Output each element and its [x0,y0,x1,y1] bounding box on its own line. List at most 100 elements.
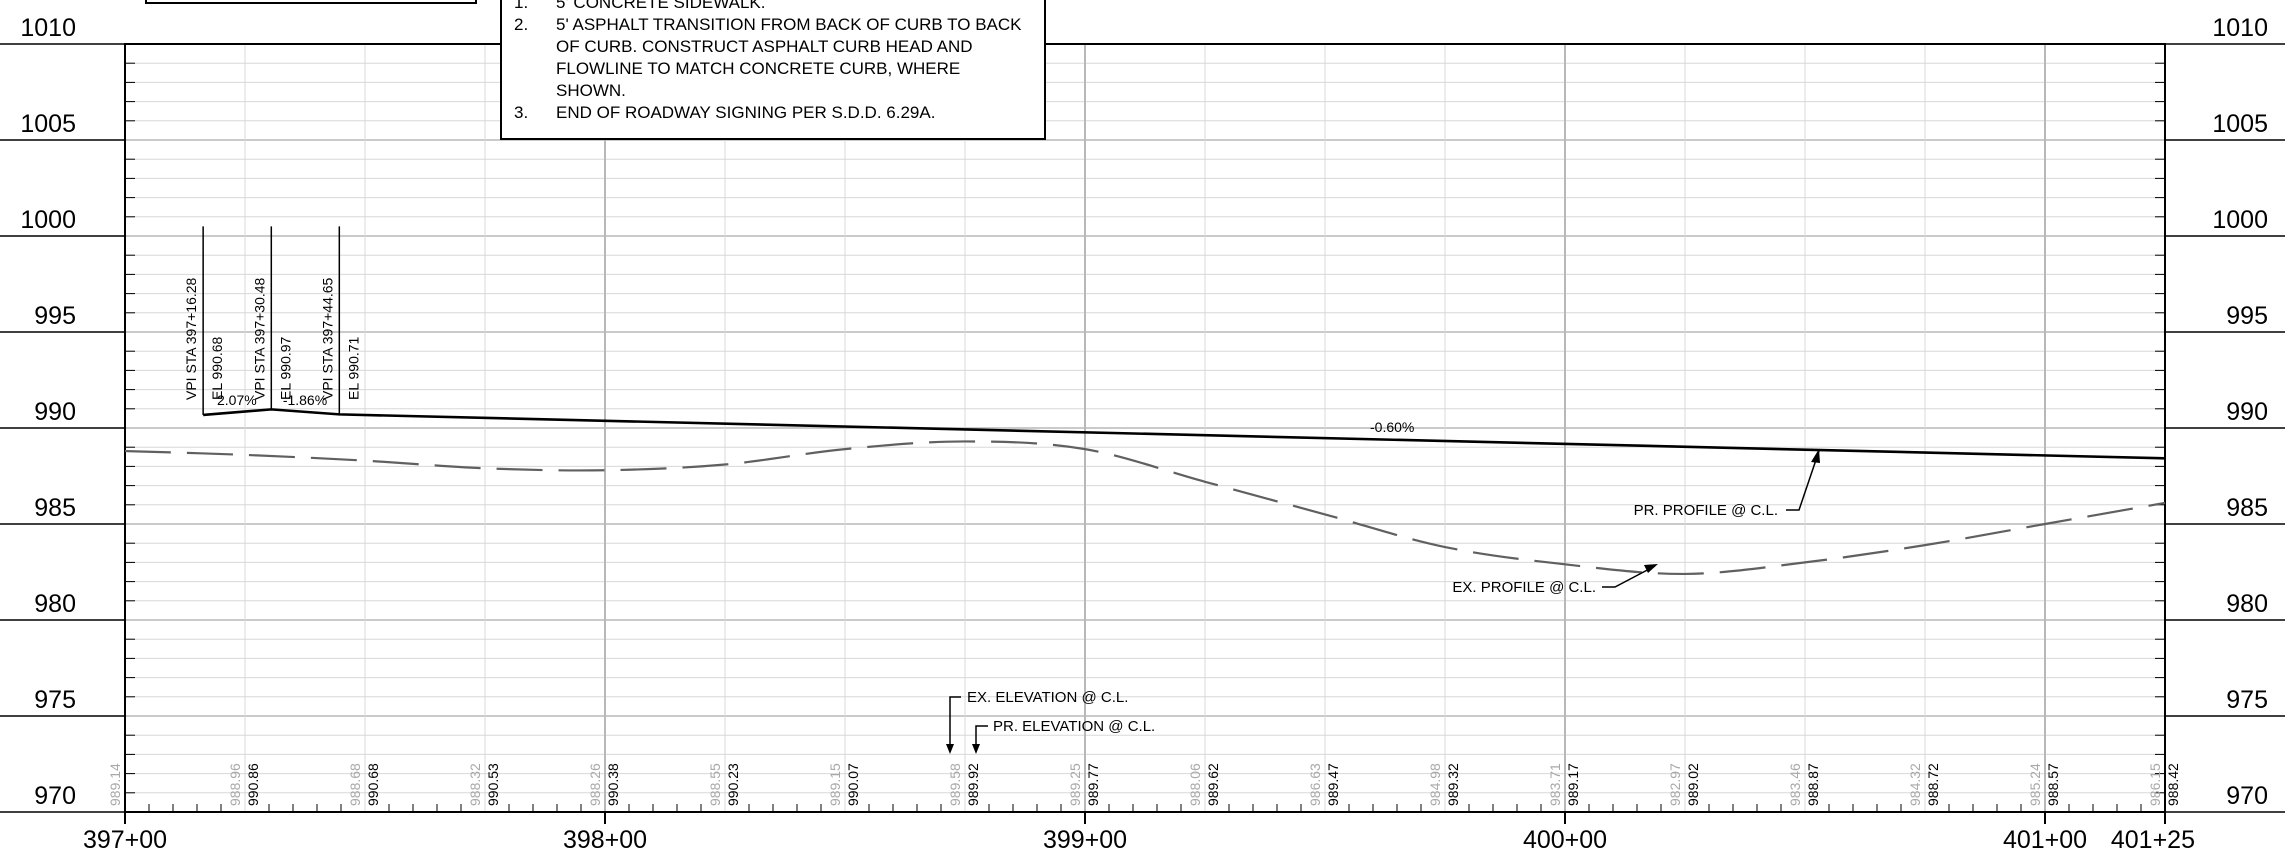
station-label: 401+25 [2111,826,2195,854]
callouts: PR. PROFILE @ C.L. EX. PROFILE @ C.L. EX. … [946,449,1820,754]
elevation-label-left: 975 [34,686,76,714]
proposed-elevation-value: 990.38 [605,763,621,806]
station-label: 400+00 [1523,826,1607,854]
elevation-label-right: 985 [2226,494,2268,522]
proposed-elevation-value: 988.57 [2045,763,2061,806]
ex-profile-arrowhead [1644,564,1658,573]
existing-elevation-value: 988.32 [467,763,483,806]
legend-box [145,0,477,4]
proposed-elevation-value: 990.53 [485,763,501,806]
note-number: 2. [514,15,529,34]
pr-profile-leader [1786,450,1820,511]
existing-elevation-value: 989.14 [107,763,123,806]
vpi-elevation-label: EL 990.71 [345,336,361,400]
ex-profile-callout: EX. PROFILE @ C.L. [1452,579,1596,596]
elevation-label-right: 970 [2226,782,2268,810]
existing-elevation-value: 988.26 [587,763,603,806]
grade-label: -1.86% [283,392,327,408]
proposed-elevation-value: 990.86 [245,763,261,806]
note-text: 5' CONCRETE SIDEWALK. [556,0,766,12]
existing-elevation-value: 982.97 [1667,763,1683,806]
elevation-label-left: 980 [34,590,76,618]
proposed-elevation-value: 989.92 [965,763,981,806]
ex-elevation-arrowhead [946,744,954,754]
station-axis: 397+00 398+00 399+00 400+00 401+00 401+25 [83,812,2195,854]
proposed-elevation-value: 989.17 [1565,763,1581,806]
elevation-label-right: 1000 [2212,206,2268,234]
station-label: 397+00 [83,826,167,854]
existing-elevation-value: 988.55 [707,763,723,806]
elevation-label-right: 975 [2226,686,2268,714]
vpi-annotations: VPI STA 397+16.28 EL 990.68 VPI STA 397+30… [183,226,1414,435]
note-number: 1. [514,0,529,12]
elevation-label-left: 995 [34,302,76,330]
pr-elevation-leader [975,725,988,750]
elevation-label-left: 1010 [20,14,76,42]
note-item: 1. 5' CONCRETE SIDEWALK. [514,0,1034,14]
note-text: END OF ROADWAY SIGNING PER S.D.D. 6.29A. [556,103,936,122]
proposed-elevation-value: 989.32 [1445,763,1461,806]
grid [125,44,2165,812]
vpi-elevation-label: EL 990.68 [209,336,225,400]
existing-elevation-value: 984.98 [1427,763,1443,806]
proposed-elevation-value: 988.72 [1925,763,1941,806]
elevation-label-right: 980 [2226,590,2268,618]
vpi-elevation-label: EL 990.97 [277,336,293,400]
proposed-elevation-value: 988.42 [2165,763,2181,806]
existing-elevation-value: 989.15 [827,763,843,806]
proposed-elevation-value: 988.87 [1805,763,1821,806]
ex-elevation-leader [949,696,961,750]
elevation-label-left: 970 [34,782,76,810]
axis-ticks [125,62,2165,812]
note-item: 2. 5' ASPHALT TRANSITION FROM BACK OF CU… [514,14,1034,102]
proposed-elevation-value: 989.77 [1085,763,1101,806]
profiles [124,408,2166,576]
elevation-label-left: 1005 [20,110,76,138]
existing-profile-line [124,440,2166,576]
pr-elevation-callout: PR. ELEVATION @ C.L. [993,718,1155,735]
vpi-station-label: VPI STA 397+44.65 [319,277,335,400]
existing-elevation-value: 988.96 [227,763,243,806]
elevation-table: 989.14 988.96 990.86 988.68 990.68 988.32 990.… [107,763,2181,806]
proposed-elevation-value: 990.23 [725,763,741,806]
elevation-label-right: 1010 [2212,14,2268,42]
proposed-profile-line [203,408,2166,460]
pr-elevation-arrowhead [972,744,980,754]
existing-elevation-value: 984.32 [1907,763,1923,806]
ex-profile-leader [1602,565,1656,588]
elevation-label-right: 995 [2226,302,2268,330]
existing-elevation-value: 989.58 [947,763,963,806]
existing-elevation-value: 983.46 [1787,763,1803,806]
note-number: 3. [514,103,529,122]
existing-elevation-value: 986.63 [1307,763,1323,806]
grade-label: 2.07% [217,392,257,408]
proposed-elevation-value: 990.68 [365,763,381,806]
existing-elevation-value: 986.15 [2147,763,2163,806]
proposed-elevation-value: 990.07 [845,763,861,806]
proposed-elevation-value: 989.62 [1205,763,1221,806]
station-label: 399+00 [1043,826,1127,854]
existing-elevation-value: 988.06 [1187,763,1203,806]
station-label: 398+00 [563,826,647,854]
elevation-label-right: 990 [2226,398,2268,426]
note-item: 3. END OF ROADWAY SIGNING PER S.D.D. 6.2… [514,102,1034,124]
notes-box: 1. 5' CONCRETE SIDEWALK. 2. 5' ASPHALT T… [500,0,1046,140]
proposed-elevation-value: 989.02 [1685,763,1701,806]
existing-elevation-value: 983.71 [1547,763,1563,806]
existing-elevation-value: 985.24 [2027,763,2043,806]
existing-elevation-value: 989.25 [1067,763,1083,806]
note-text: 5' ASPHALT TRANSITION FROM BACK OF CURB … [556,15,1022,100]
elevation-axes: 1010 1010 1005 1005 1000 1000 995 995 990 990 985 9… [0,14,2285,813]
pr-profile-callout: PR. PROFILE @ C.L. [1634,502,1778,519]
vpi-station-label: VPI STA 397+16.28 [183,277,199,400]
vpi-station-label: VPI STA 397+30.48 [251,277,267,400]
station-label: 401+00 [2003,826,2087,854]
elevation-label-left: 1000 [20,206,76,234]
ex-elevation-callout: EX. ELEVATION @ C.L. [967,689,1128,706]
existing-elevation-value: 988.68 [347,763,363,806]
elevation-label-left: 985 [34,494,76,522]
elevation-label-left: 990 [34,398,76,426]
pr-profile-arrowhead [1811,449,1820,463]
elevation-label-right: 1005 [2212,110,2268,138]
